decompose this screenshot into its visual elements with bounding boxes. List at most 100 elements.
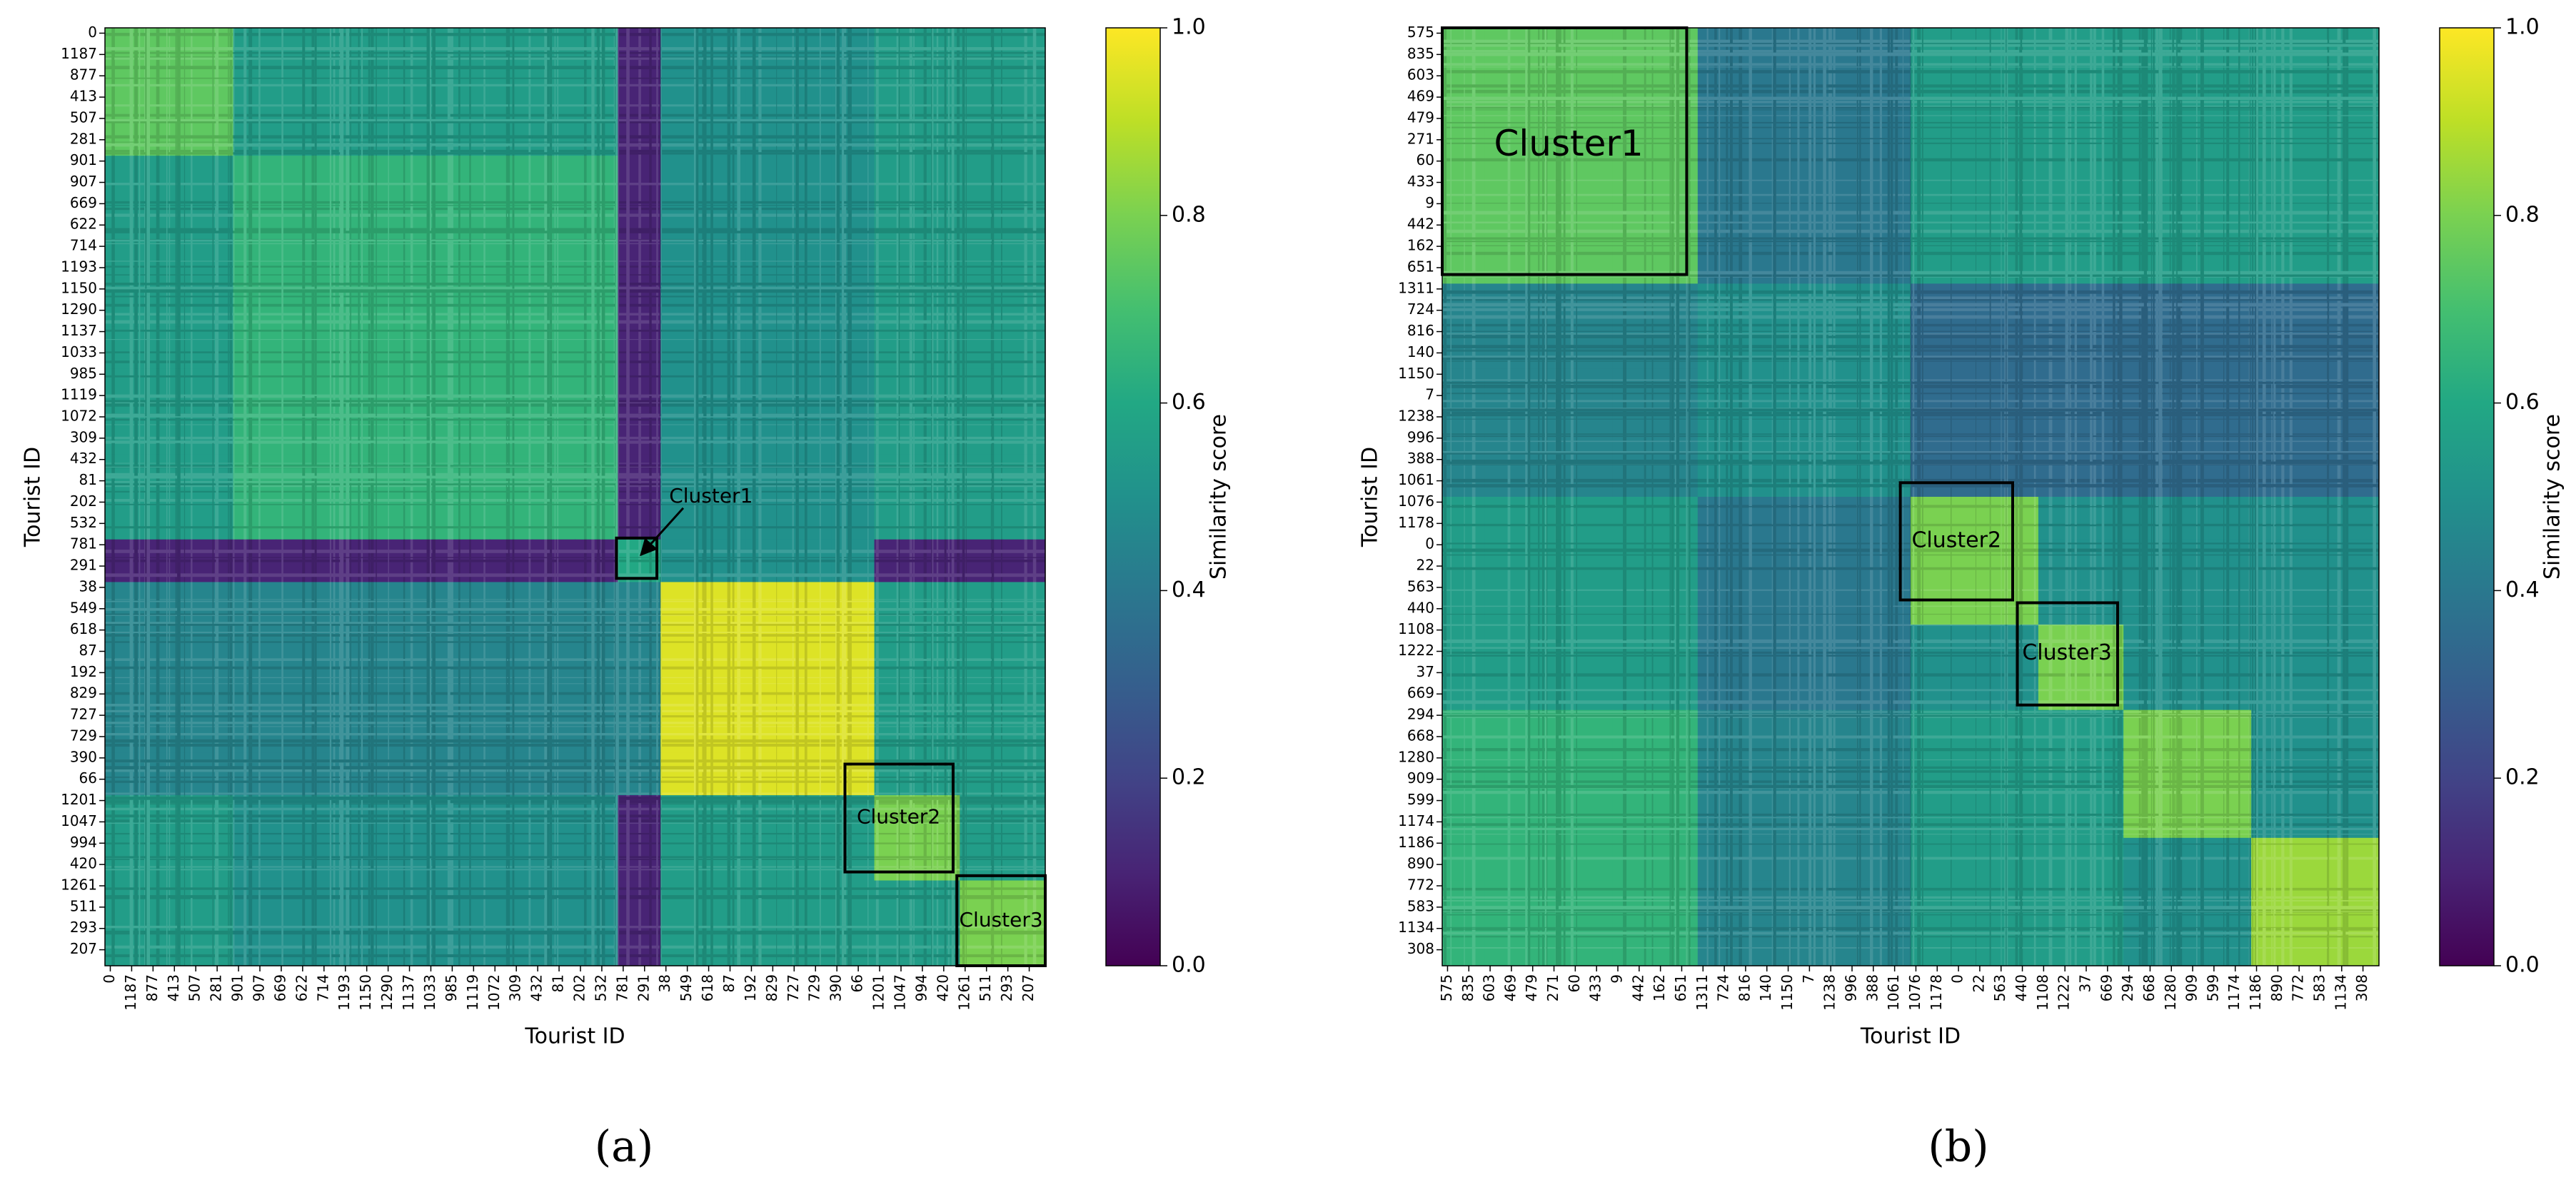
panel-label: (a): [595, 1122, 654, 1172]
heatmap-cell: [446, 28, 490, 71]
heatmap-cell: [190, 241, 234, 284]
y-tick-label: 622: [70, 216, 97, 233]
heatmap-cell: [446, 795, 490, 839]
texture-line: [1674, 28, 1677, 966]
heatmap-cell: [318, 923, 362, 966]
texture-line: [1442, 567, 2379, 570]
texture-line: [597, 28, 600, 966]
heatmap-cell: [489, 582, 533, 625]
heatmap-cell: [361, 28, 405, 71]
heatmap-cell: [2038, 539, 2082, 583]
heatmap-cell: [1996, 113, 2039, 156]
heatmap-cell: [960, 880, 1003, 924]
heatmap-cell: [575, 880, 618, 924]
heatmap-cell: [1527, 667, 1571, 711]
heatmap-cell: [1953, 283, 1996, 327]
texture-line: [112, 28, 115, 966]
texture-line: [1442, 96, 2379, 101]
heatmap-cell: [233, 454, 277, 498]
texture-line: [105, 677, 1045, 679]
heatmap-cell: [1783, 28, 1826, 71]
heatmap-cell: [1612, 368, 1656, 413]
x-tick-label: 907: [251, 974, 268, 1001]
heatmap-cell: [1697, 283, 1741, 327]
texture-line: [2067, 28, 2069, 966]
x-tick-label: 1072: [485, 974, 503, 1011]
heatmap-cell: [2293, 539, 2337, 583]
texture-line: [2160, 28, 2163, 966]
texture-line: [2345, 28, 2349, 966]
heatmap-cell: [745, 497, 790, 540]
texture-line: [1442, 523, 2379, 526]
texture-line: [544, 28, 545, 966]
heatmap-cell: [1442, 923, 1486, 966]
heatmap-cell: [2251, 411, 2295, 455]
heatmap-cell: [2251, 923, 2295, 966]
heatmap-cell: [1868, 539, 1911, 583]
heatmap-cell: [960, 709, 1003, 753]
texture-line: [956, 28, 960, 966]
heatmap-cell: [2081, 880, 2124, 924]
heatmap-cell: [1527, 411, 1571, 455]
heatmap-cell: [2336, 326, 2380, 370]
texture-line: [1442, 400, 2379, 403]
heatmap-cell: [147, 326, 191, 370]
heatmap-cell: [1484, 326, 1528, 370]
heatmap-cell: [703, 241, 747, 284]
heatmap-cell: [960, 497, 1003, 540]
heatmap-cell: [660, 70, 704, 114]
heatmap-cell: [1697, 709, 1741, 753]
heatmap-cell: [276, 625, 319, 668]
x-tick-label: 575: [1438, 974, 1455, 1001]
heatmap-cell: [1953, 113, 1996, 156]
heatmap-cell: [745, 368, 790, 413]
texture-line: [848, 28, 852, 966]
heatmap-cell: [788, 582, 832, 625]
texture-line: [105, 51, 1045, 54]
texture-line: [2138, 28, 2141, 966]
y-tick-label: 1150: [61, 279, 97, 296]
heatmap-cell: [2081, 837, 2124, 882]
texture-line: [1442, 52, 2379, 56]
x-tick-label: 0: [101, 974, 118, 984]
texture-line: [1442, 251, 2379, 256]
heatmap-cell: [489, 539, 533, 583]
heatmap-cell: [831, 880, 875, 924]
heatmap-cell: [1527, 625, 1571, 668]
heatmap-cell: [1740, 28, 1783, 71]
heatmap-cell: [2251, 156, 2295, 199]
texture-line: [105, 761, 1045, 763]
x-tick-label: 532: [592, 974, 609, 1001]
heatmap-cell: [1825, 923, 1868, 966]
texture-line: [105, 413, 1045, 415]
heatmap-cell: [532, 198, 576, 242]
heatmap-cell: [318, 113, 362, 156]
heatmap-cell: [874, 582, 918, 625]
heatmap-cell: [788, 709, 832, 753]
heatmap-cell: [1484, 198, 1528, 242]
heatmap-cell: [2123, 582, 2167, 625]
heatmap-cell: [1953, 70, 1996, 114]
heatmap-cell: [788, 283, 832, 327]
heatmap-cell: [2336, 283, 2380, 327]
heatmap-cell: [190, 411, 234, 455]
texture-line: [1442, 126, 2379, 128]
texture: [105, 28, 1045, 966]
heatmap-cell: [917, 28, 960, 71]
heatmap-cell: [2208, 497, 2252, 540]
heatmap-cell: [1484, 795, 1528, 839]
y-tick-label: 432: [70, 450, 97, 467]
heatmap-cell: [2208, 198, 2252, 242]
texture-line: [1442, 138, 2379, 140]
heatmap-cell: [1953, 667, 1996, 711]
texture-line: [1442, 237, 2379, 240]
heatmap-cell: [703, 497, 747, 540]
y-tick-label: 729: [70, 727, 97, 744]
texture-line: [2248, 28, 2250, 966]
heatmap-cell: [618, 368, 661, 413]
heatmap-cell: [703, 880, 747, 924]
texture-line: [105, 205, 1045, 206]
texture-line: [1525, 28, 1528, 966]
heatmap-cell: [1697, 752, 1741, 796]
texture-line: [1623, 28, 1627, 966]
